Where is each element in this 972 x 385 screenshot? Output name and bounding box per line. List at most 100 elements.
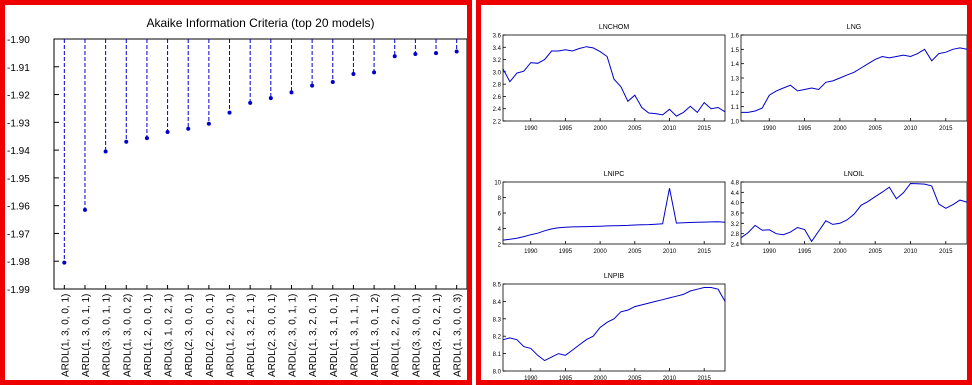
lnipc-x-tick-label: 1995 (559, 249, 573, 255)
aic-point (103, 149, 108, 154)
x-tick-label: ARDL(2, 3, 0, 1, 1) (287, 294, 298, 377)
lnoil-y-tick-label: 2.4 (731, 243, 740, 249)
lng-x-tick-label: 1990 (763, 126, 777, 132)
lnpib-y-tick-label: 8.0 (493, 370, 502, 376)
lng-y-tick-label: 1.6 (731, 34, 740, 40)
lnpib-y-tick-label: 8.1 (493, 352, 502, 358)
aic-chart: Akaike Information Criteria (top 20 mode… (7, 16, 467, 377)
aic-point (124, 139, 129, 144)
lnchom-x-tick-label: 2015 (698, 126, 712, 132)
lnchom-x-tick-label: 2000 (593, 126, 607, 132)
lnchom-y-tick-label: 3.0 (493, 70, 502, 76)
time-series-charts: LNCHOM 2.2 2.4 2.6 2.8 3.0 3.2 3.4 3.6 1990 1995 20… (493, 24, 967, 380)
x-tick-label: ARDL(1, 3, 1, 1, 1) (349, 294, 360, 377)
y-tick-label: -1.97 (7, 229, 30, 240)
lnipc-x-tick-label: 2000 (593, 249, 607, 255)
x-tick-label: ARDL(1, 3, 2, 0, 1) (308, 294, 319, 377)
lng-y-tick-label: 1.2 (731, 91, 740, 97)
aic-point (82, 207, 87, 212)
lnpib-y-tick-label: 8.5 (493, 283, 502, 289)
lnpib-y-tick-label: 8.3 (493, 317, 502, 323)
lnpib-y-tick-label: 8.2 (493, 335, 502, 341)
lnoil-title: LNOIL (844, 171, 864, 178)
lnoil-y-tick-label: 3.6 (731, 212, 740, 218)
lnchom-x-tick-label: 2010 (663, 126, 677, 132)
lng-x-tick-label: 2000 (833, 126, 847, 132)
aic-point (248, 100, 253, 105)
lnchom-y-tick-label: 2.8 (493, 83, 502, 89)
aic-chart-panel: Akaike Information Criteria (top 20 mode… (0, 0, 472, 385)
y-tick-label: -1.93 (7, 118, 30, 129)
lnipc-y-tick-label: 4 (498, 227, 502, 233)
lng-x-tick-label: 1995 (798, 126, 812, 132)
y-tick-label: -1.95 (7, 174, 30, 185)
aic-point (351, 72, 356, 76)
lng-y-tick-label: 1.1 (731, 105, 740, 111)
aic-point (289, 90, 294, 95)
lnpib-x-tick-label: 2015 (698, 376, 712, 380)
lnpib-plot-area (502, 283, 726, 372)
lnpib-x-tick-label: 2010 (663, 376, 677, 380)
lnpib-x-tick-label: 1995 (559, 376, 573, 380)
y-tick-label: -1.99 (7, 285, 30, 296)
x-tick-label: ARDL(1, 2, 2, 0, 1) (391, 294, 402, 377)
x-tick-label: ARDL(1, 3, 0, 0, 1) (60, 294, 71, 377)
y-tick-label: -1.94 (7, 146, 30, 157)
aic-point (206, 121, 211, 126)
plot-area (53, 38, 467, 290)
aic-point (454, 49, 459, 54)
lng-plot-area (740, 34, 967, 122)
aic-point (330, 80, 335, 85)
x-tick-label: ARDL(1, 3, 0, 1, 2) (370, 294, 381, 377)
y-tick-label: -1.98 (7, 257, 30, 268)
y-tick-label: -1.96 (7, 202, 30, 213)
lnchom-x-tick-label: 1995 (559, 126, 573, 132)
lnchom-y-tick-label: 3.4 (493, 46, 502, 52)
lnpib-x-tick-label: 1990 (524, 376, 538, 380)
aic-point (227, 110, 232, 115)
lnpib-y-tick-label: 8.4 (493, 300, 502, 306)
lnchom-y-tick-label: 2.4 (493, 107, 502, 113)
x-tick-label: ARDL(3, 3, 0, 0, 1) (411, 294, 422, 377)
lnoil-series-line (740, 182, 967, 243)
x-tick-label: ARDL(1, 3, 0, 0, 2) (122, 294, 133, 377)
lnchom-y-tick-label: 3.6 (493, 34, 502, 40)
lnoil-x-tick-label: 2010 (904, 249, 918, 255)
x-tick-label: ARDL(3, 1, 0, 2, 1) (164, 294, 175, 377)
x-tick-label: ARDL(2, 3, 0, 0, 1) (184, 294, 195, 377)
lnoil-y-tick-label: 4.4 (731, 191, 740, 197)
lnoil-plot-area (740, 181, 967, 245)
lnchom-series-line (502, 46, 726, 117)
aic-point (62, 260, 67, 265)
lnpib-series-line (502, 287, 726, 362)
x-tick-label: ARDL(1, 2, 0, 0, 1) (143, 294, 154, 377)
lnoil-y-tick-label: 2.8 (731, 232, 740, 238)
lnipc-x-tick-label: 2005 (628, 249, 642, 255)
aic-point (268, 96, 273, 101)
aic-point (165, 130, 170, 135)
lng-y-tick-label: 1.0 (731, 120, 740, 126)
lnoil-x-tick-label: 1995 (798, 249, 812, 255)
y-tick-label: -1.91 (7, 63, 30, 74)
x-tick-label: ARDL(2, 3, 0, 0, 1) (267, 294, 278, 377)
lnoil-x-tick-label: 1990 (763, 249, 777, 255)
lng-x-tick-label: 2015 (939, 126, 953, 132)
lnipc-plot-area (502, 181, 726, 245)
lng-x-tick-label: 2010 (904, 126, 918, 132)
aic-point (310, 83, 315, 88)
lnchom-title: LNCHOM (599, 24, 630, 31)
y-tick-label: -1.90 (7, 35, 30, 46)
lnoil-y-tick-label: 4.0 (731, 201, 740, 207)
aic-point (413, 52, 418, 56)
aic-point (144, 136, 149, 141)
lnipc-y-tick-label: 6 (498, 212, 502, 218)
lnpib-title: LNPIB (604, 273, 625, 280)
x-tick-label: ARDL(1, 2, 2, 0, 1) (226, 294, 237, 377)
lnipc-title: LNIPC (604, 171, 625, 178)
x-tick-label: ARDL(3, 3, 0, 1, 1) (102, 294, 113, 377)
lnipc-x-tick-label: 1990 (524, 249, 538, 255)
lnoil-x-tick-label: 2000 (833, 249, 847, 255)
y-tick-label: -1.92 (7, 91, 30, 102)
lnchom-x-tick-label: 2005 (628, 126, 642, 132)
aic-point (186, 126, 191, 131)
